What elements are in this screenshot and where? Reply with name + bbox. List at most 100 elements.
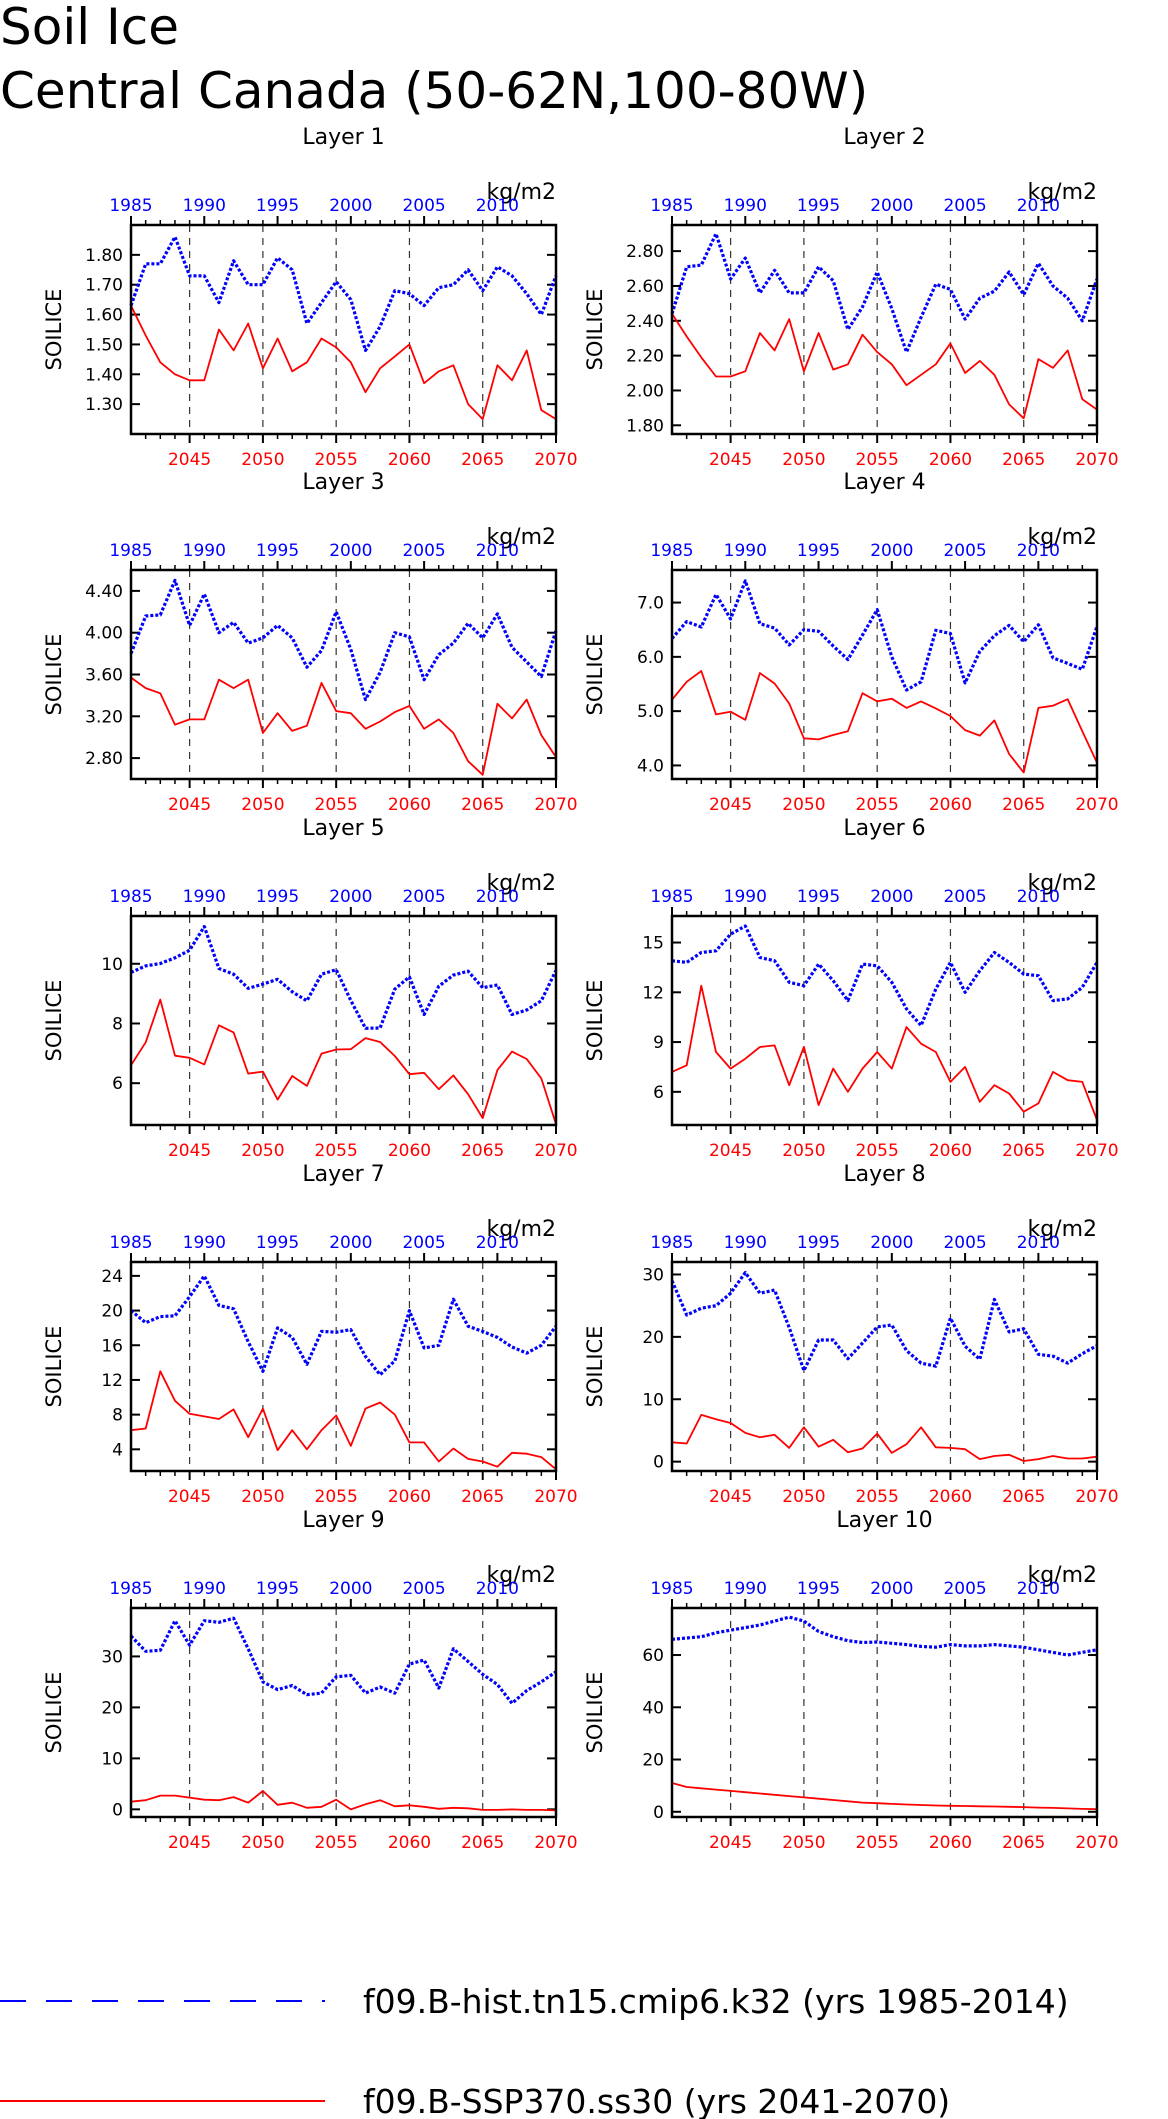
- figure-title-line2: Central Canada (50-62N,100-80W): [0, 62, 868, 120]
- y-tick-label: 4.00: [85, 624, 123, 644]
- panel-title: Layer 2: [843, 125, 925, 150]
- series-line-historical: [129, 235, 558, 352]
- panel-title: Layer 4: [843, 470, 925, 495]
- bottom-tick-label: 2065: [461, 1141, 504, 1161]
- bottom-tick-label: 2055: [856, 1833, 899, 1853]
- top-tick-label: 2005: [402, 196, 445, 216]
- top-tick-label: 2010: [1017, 541, 1060, 561]
- bottom-tick-label: 2060: [388, 1487, 431, 1507]
- top-tick-label: 2005: [402, 887, 445, 907]
- y-tick-label: 10: [101, 1749, 123, 1769]
- series-line-future: [130, 305, 557, 421]
- bottom-tick-label: 2065: [461, 1833, 504, 1853]
- y-tick-label: 2.40: [626, 312, 664, 332]
- panel-title: Layer 7: [302, 1162, 384, 1187]
- top-tick-label: 1995: [256, 196, 299, 216]
- bottom-tick-label: 2060: [388, 1141, 431, 1161]
- panel-title: Layer 6: [843, 816, 925, 841]
- panel-title: Layer 3: [302, 470, 384, 495]
- bottom-tick-label: 2045: [709, 450, 752, 470]
- panel-frame: [670, 1606, 1099, 1819]
- series-line-future: [130, 1790, 557, 1812]
- panel-layer-7: Layer 7 kg/m2 SOILICE 2045 2050 2055 2060 2065 2…: [42, 1162, 578, 1507]
- panel-units: kg/m2: [486, 180, 556, 205]
- series-line-historical: [670, 232, 1099, 354]
- bottom-tick-label: 2045: [709, 795, 752, 815]
- y-tick-label: 2.20: [626, 347, 664, 367]
- y-tick-label: 1.30: [85, 395, 123, 415]
- panel-layer-4: Layer 4 kg/m2 SOILICE 2045 2050 2055 2060 2065 2…: [583, 470, 1119, 815]
- bottom-tick-label: 2050: [241, 1833, 284, 1853]
- bottom-tick-label: 2070: [534, 1141, 577, 1161]
- top-tick-label: 1985: [650, 1579, 693, 1599]
- legend-hist-label: f09.B-hist.tn15.cmip6.k32 (yrs 1985-2014…: [363, 1982, 1069, 2021]
- panel-units: kg/m2: [486, 871, 556, 896]
- series-line-historical: [670, 579, 1099, 692]
- top-tick-label: 1995: [256, 1233, 299, 1253]
- panel-frame: [670, 1260, 1099, 1473]
- top-tick-label: 2010: [1017, 196, 1060, 216]
- top-tick-label: 1995: [797, 1579, 840, 1599]
- top-tick-label: 2010: [476, 887, 519, 907]
- top-tick-label: 2005: [943, 541, 986, 561]
- top-tick-label: 2005: [402, 541, 445, 561]
- y-tick-label: 6: [112, 1074, 123, 1094]
- top-tick-label: 1990: [724, 887, 767, 907]
- y-tick-label: 8: [112, 1014, 123, 1034]
- bottom-tick-label: 2055: [315, 1833, 358, 1853]
- bottom-tick-label: 2070: [1075, 1833, 1118, 1853]
- top-tick-label: 1985: [109, 887, 152, 907]
- bottom-tick-label: 2045: [168, 1487, 211, 1507]
- y-tick-label: 9: [653, 1033, 664, 1053]
- top-tick-label: 1995: [256, 541, 299, 561]
- top-tick-label: 2005: [943, 1579, 986, 1599]
- y-tick-label: 4.40: [85, 582, 123, 602]
- y-tick-label: 20: [642, 1751, 664, 1771]
- bottom-tick-label: 2060: [929, 1833, 972, 1853]
- top-tick-label: 1990: [183, 1233, 226, 1253]
- bottom-tick-label: 2050: [241, 450, 284, 470]
- bottom-tick-label: 2055: [315, 450, 358, 470]
- panel-units: kg/m2: [1027, 525, 1097, 550]
- top-tick-label: 2010: [476, 1233, 519, 1253]
- y-tick-label: 8: [112, 1406, 123, 1426]
- bottom-tick-label: 2055: [856, 1141, 899, 1161]
- figure-title-line1: Soil Ice: [0, 0, 179, 56]
- bottom-tick-label: 2070: [1075, 1141, 1118, 1161]
- bottom-tick-label: 2065: [1002, 1487, 1045, 1507]
- y-tick-label: 7.0: [637, 594, 664, 614]
- legend: f09.B-hist.tn15.cmip6.k32 (yrs 1985-2014…: [0, 1982, 1069, 2119]
- bottom-tick-label: 2065: [1002, 1833, 1045, 1853]
- top-tick-label: 2000: [870, 196, 913, 216]
- series-line-future: [671, 1782, 1098, 1811]
- y-tick-label: 3.60: [85, 666, 123, 686]
- y-tick-label: 4: [112, 1440, 123, 1460]
- y-axis-label: SOILICE: [42, 289, 66, 371]
- top-tick-label: 2010: [1017, 1233, 1060, 1253]
- top-tick-label: 2000: [870, 1233, 913, 1253]
- series-line-historical: [129, 578, 558, 702]
- bottom-tick-label: 2060: [929, 1487, 972, 1507]
- top-tick-label: 1990: [724, 541, 767, 561]
- top-tick-label: 1985: [650, 1233, 693, 1253]
- top-tick-label: 2000: [870, 541, 913, 561]
- panel-frame: [129, 1606, 558, 1819]
- bottom-tick-label: 2070: [534, 1487, 577, 1507]
- panel-frame: [670, 568, 1099, 781]
- y-tick-label: 40: [642, 1698, 664, 1718]
- bottom-tick-label: 2050: [782, 1487, 825, 1507]
- y-axis-label: SOILICE: [583, 289, 607, 371]
- series-line-future: [671, 670, 1098, 774]
- panel-title: Layer 9: [302, 1508, 384, 1533]
- top-tick-label: 2000: [329, 887, 372, 907]
- top-tick-label: 1995: [797, 887, 840, 907]
- bottom-tick-label: 2055: [856, 1487, 899, 1507]
- bottom-tick-label: 2050: [782, 450, 825, 470]
- top-tick-label: 1985: [650, 887, 693, 907]
- top-tick-label: 1985: [109, 541, 152, 561]
- y-tick-label: 0: [653, 1803, 664, 1823]
- y-axis-label: SOILICE: [42, 1326, 66, 1408]
- bottom-tick-label: 2065: [1002, 795, 1045, 815]
